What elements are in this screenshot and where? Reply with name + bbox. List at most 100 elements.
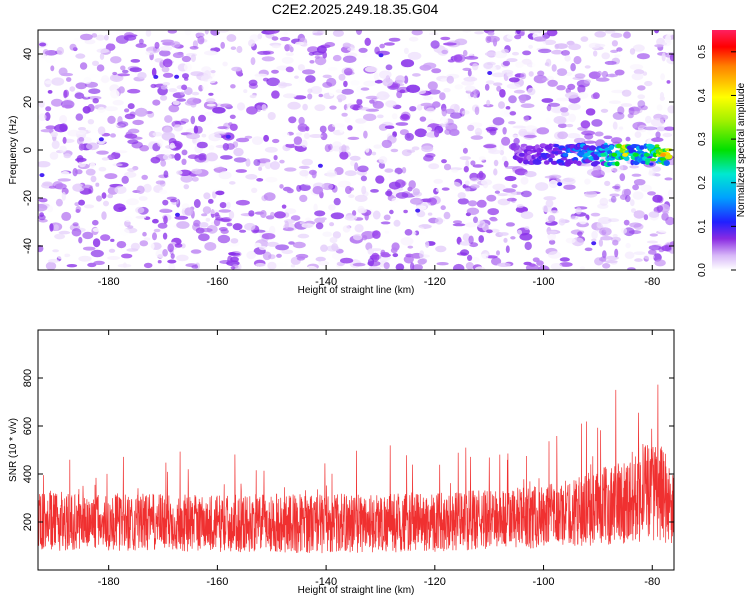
spectrogram-noise-cell bbox=[603, 135, 613, 140]
spectrogram-noise-cell bbox=[327, 67, 338, 71]
spectrogram-noise-cell bbox=[661, 212, 669, 221]
spectrogram-noise-cell bbox=[332, 231, 341, 239]
spectrogram-noise-cell bbox=[559, 262, 573, 267]
spectrogram-noise-cell bbox=[384, 125, 395, 129]
spectrogram-noise-cell bbox=[170, 253, 175, 259]
spectrogram-noise-cell bbox=[281, 249, 294, 255]
spectrogram-noise-cell bbox=[49, 151, 59, 160]
spectrogram-noise-cell bbox=[375, 175, 385, 184]
spectrogram-noise-cell bbox=[130, 242, 140, 251]
spectrogram-noise-cell bbox=[101, 75, 110, 84]
spectrogram-noise-cell bbox=[107, 115, 116, 124]
spectrogram-noise-cell bbox=[357, 125, 364, 132]
spectrogram-noise-cell bbox=[92, 219, 99, 226]
spectrogram-noise-cell bbox=[388, 181, 401, 190]
spectrogram-signal-peak bbox=[660, 152, 667, 157]
spectrogram-noise-cell bbox=[199, 228, 213, 233]
spectrogram-noise-cell bbox=[625, 242, 631, 249]
spectrogram-noise-cell bbox=[508, 95, 517, 104]
spectrogram-noise-cell bbox=[573, 137, 586, 144]
spectrogram-noise-cell bbox=[92, 98, 99, 104]
spectrogram-noise-cell bbox=[502, 127, 507, 135]
spectrogram-noise-cell bbox=[341, 144, 347, 153]
spectrogram-noise-cell bbox=[302, 69, 316, 75]
spectrogram-noise-cell bbox=[594, 43, 606, 48]
spectrogram-noise-cell bbox=[524, 241, 532, 251]
spectrogram-noise-cell bbox=[505, 106, 511, 110]
spectrogram-signal-cell bbox=[573, 159, 578, 164]
spectrogram-noise-cell bbox=[118, 86, 125, 94]
spectrogram-noise-cell bbox=[163, 215, 168, 224]
spectrogram-noise-cell bbox=[385, 100, 397, 108]
spectrogram-noise-cell bbox=[167, 259, 177, 264]
spectrogram-noise-cell bbox=[107, 193, 114, 199]
x-tick-label: -140 bbox=[315, 576, 337, 588]
spectrogram-noise-cell bbox=[365, 95, 379, 100]
spectrogram-noise-cell bbox=[162, 232, 168, 240]
spectrogram-signal-cell bbox=[553, 143, 560, 148]
spectrogram-noise-cell bbox=[92, 227, 100, 232]
snr-y-ticks: 200 400 600 800 bbox=[22, 369, 674, 531]
spectrogram-noise-cell bbox=[520, 211, 534, 220]
spectrogram-noise-cell bbox=[182, 73, 189, 79]
spectrogram-noise-cell bbox=[484, 51, 496, 57]
spectrogram-noise-cell bbox=[633, 251, 646, 255]
x-tick-label: -120 bbox=[424, 576, 446, 588]
spectrogram-noise-cell bbox=[162, 58, 173, 68]
spectrogram-noise-cell bbox=[164, 115, 173, 123]
spectrogram-noise-cell bbox=[557, 182, 563, 187]
spectrogram-noise-cell bbox=[138, 196, 148, 201]
spectrogram-noise-cell bbox=[229, 123, 238, 131]
spectrogram-noise-cell bbox=[163, 170, 169, 178]
spectrogram-noise-cell bbox=[256, 178, 264, 182]
spectrogram-noise-cell bbox=[159, 49, 171, 57]
spectrogram-noise-cell bbox=[296, 132, 303, 136]
spectrogram-noise-cell bbox=[90, 249, 104, 258]
spectrogram-signal-cell bbox=[623, 155, 630, 162]
spectrogram-noise-cell bbox=[354, 224, 364, 233]
spectrogram-noise-cell bbox=[584, 247, 593, 252]
y-tick-label: 600 bbox=[22, 417, 34, 435]
spectrogram-noise-cell bbox=[412, 264, 423, 270]
spectrogram-noise-cell bbox=[591, 222, 603, 231]
x-tick-label: -100 bbox=[533, 276, 555, 288]
colorbar-tick-label: 0.0 bbox=[697, 263, 708, 277]
spectrogram-noise-cell bbox=[516, 229, 523, 236]
spectrogram-noise-cell bbox=[408, 180, 416, 190]
spectrogram-noise-cell bbox=[202, 206, 212, 215]
spectrogram-noise-cell bbox=[512, 125, 526, 129]
spectrogram-noise-cell bbox=[358, 107, 370, 111]
spectrogram-noise-cell bbox=[168, 88, 178, 93]
spectrogram-noise-cell bbox=[519, 233, 533, 241]
spectrogram-noise-cell bbox=[494, 190, 500, 194]
spectrogram-noise-cell bbox=[427, 81, 438, 91]
spectrogram-noise-cell bbox=[379, 43, 386, 49]
spectrogram-noise-cell bbox=[522, 50, 532, 56]
spectrogram-noise-cell bbox=[342, 225, 351, 233]
spectrogram-noise-cell bbox=[61, 107, 67, 114]
spectrogram-noise-cell bbox=[120, 228, 130, 236]
spectrogram-noise-cell bbox=[203, 70, 211, 80]
spectrogram-noise-cell bbox=[274, 262, 288, 268]
spectrogram-signal-cell bbox=[664, 148, 673, 152]
spectrogram-noise-cell bbox=[261, 56, 275, 62]
spectrogram-noise-cell bbox=[204, 50, 218, 56]
spectrogram-noise-cell bbox=[66, 264, 78, 268]
spectrogram-noise-cell bbox=[574, 73, 586, 79]
spectrogram-noise-cell bbox=[235, 199, 250, 206]
spectrogram-noise-cell bbox=[556, 68, 568, 76]
spectrogram-noise-cell bbox=[225, 134, 231, 139]
spectrogram-noise-cell bbox=[87, 119, 95, 125]
spectrogram-noise-cell bbox=[648, 245, 662, 251]
spectrogram-noise-cell bbox=[528, 44, 533, 49]
spectrogram-noise-cell bbox=[425, 126, 432, 132]
snr-y-label: SNR (10 * v/v) bbox=[8, 418, 19, 482]
spectrogram-noise-cell bbox=[371, 151, 377, 156]
spectrogram-noise-cell bbox=[561, 111, 570, 117]
spectrogram-signal-cell bbox=[560, 157, 568, 161]
spectrogram-noise-cell bbox=[181, 149, 188, 156]
spectrogram-noise-cell bbox=[288, 241, 295, 245]
spectrogram-noise-cell bbox=[612, 233, 618, 238]
spectrogram-noise-cell bbox=[385, 64, 393, 71]
spectrogram-noise-cell bbox=[345, 185, 352, 195]
